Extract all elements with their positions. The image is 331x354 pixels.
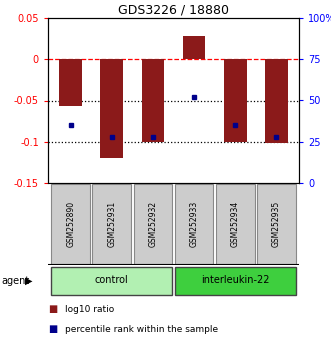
Text: GSM252934: GSM252934 [231, 201, 240, 247]
Bar [265, 59, 288, 143]
FancyBboxPatch shape [175, 267, 296, 295]
FancyBboxPatch shape [216, 184, 255, 264]
Text: GSM252890: GSM252890 [66, 201, 75, 247]
FancyBboxPatch shape [175, 184, 213, 264]
Title: GDS3226 / 18880: GDS3226 / 18880 [118, 4, 229, 17]
Text: GSM252931: GSM252931 [107, 201, 116, 247]
Bar [183, 36, 206, 59]
Bar [101, 59, 123, 158]
Text: agent: agent [2, 276, 30, 286]
FancyBboxPatch shape [92, 184, 131, 264]
Bar [142, 59, 164, 142]
Text: GSM252932: GSM252932 [148, 201, 158, 247]
Text: interleukin-22: interleukin-22 [201, 275, 269, 285]
FancyBboxPatch shape [51, 184, 90, 264]
Text: GSM252935: GSM252935 [272, 201, 281, 247]
Text: ■: ■ [48, 304, 57, 314]
FancyBboxPatch shape [51, 267, 172, 295]
Text: percentile rank within the sample: percentile rank within the sample [65, 325, 218, 333]
FancyBboxPatch shape [257, 184, 296, 264]
Text: GSM252933: GSM252933 [190, 201, 199, 247]
Text: ▶: ▶ [25, 276, 32, 286]
Text: log10 ratio: log10 ratio [65, 304, 114, 314]
Text: control: control [95, 275, 129, 285]
Bar [59, 59, 82, 106]
FancyBboxPatch shape [134, 184, 172, 264]
Bar [224, 59, 247, 142]
Text: ■: ■ [48, 324, 57, 334]
